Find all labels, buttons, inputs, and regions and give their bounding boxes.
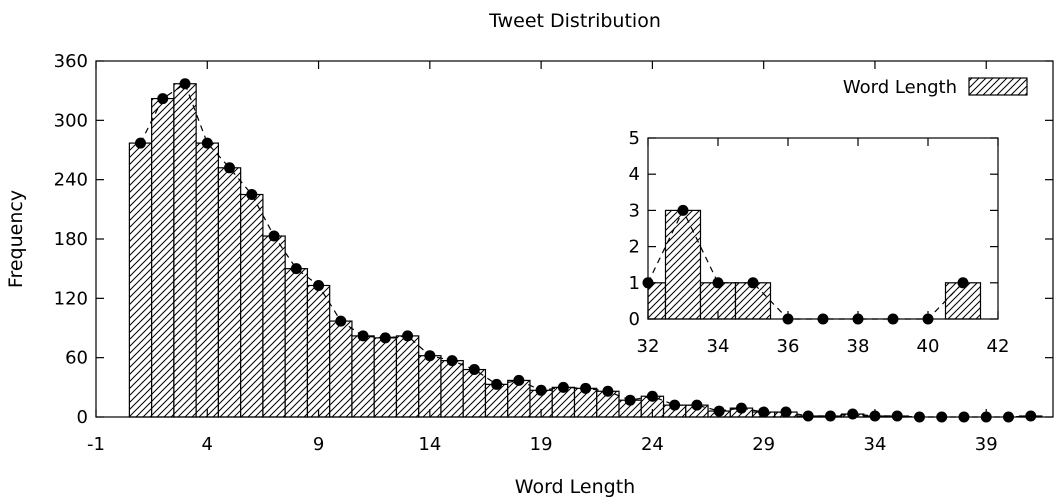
y-tick-label: 60 — [65, 348, 88, 369]
bar — [329, 320, 353, 418]
x-tick-label: 34 — [864, 434, 887, 455]
bar — [373, 337, 398, 418]
bar — [440, 360, 464, 418]
bar — [462, 368, 487, 418]
y-tick-label: 0 — [77, 407, 88, 428]
data-point — [335, 315, 347, 327]
data-point — [224, 162, 236, 174]
data-point — [646, 390, 658, 402]
y-tick-label: 300 — [54, 110, 88, 131]
x-axis-label: Word Length — [515, 476, 635, 498]
bar — [262, 235, 286, 418]
x-tick-label: 4 — [202, 434, 213, 455]
data-point — [424, 350, 436, 362]
bar — [351, 335, 375, 418]
data-point — [957, 277, 969, 289]
bar — [418, 355, 442, 418]
bar — [128, 142, 153, 418]
x-tick-label: 40 — [917, 336, 940, 357]
data-point — [357, 330, 369, 342]
plot-frame — [647, 137, 999, 320]
y-tick-label: 4 — [629, 164, 640, 185]
data-point — [446, 355, 458, 367]
data-point — [201, 137, 213, 149]
x-tick-label: 38 — [847, 336, 870, 357]
data-point — [246, 189, 258, 200]
x-tick-label: 39 — [975, 434, 998, 455]
data-point — [669, 399, 681, 411]
data-point — [491, 378, 503, 390]
data-point — [802, 410, 814, 422]
bar — [647, 282, 667, 320]
data-point — [580, 382, 592, 394]
x-tick-label: 32 — [637, 336, 660, 357]
bar — [284, 268, 309, 418]
data-point — [713, 405, 725, 417]
data-point — [557, 381, 569, 393]
y-tick-label: 180 — [54, 229, 88, 250]
y-tick-label: 3 — [629, 200, 640, 221]
data-point — [780, 406, 792, 418]
data-point — [179, 78, 191, 90]
x-tick-label: 14 — [418, 434, 441, 455]
y-tick-label: 1 — [629, 273, 640, 294]
x-tick-label: 24 — [641, 434, 664, 455]
data-point — [157, 93, 169, 105]
data-point — [677, 204, 689, 216]
bar — [395, 335, 420, 418]
data-point — [290, 263, 302, 275]
y-tick-label: 360 — [54, 51, 88, 72]
data-point — [691, 399, 703, 411]
data-point — [824, 410, 836, 422]
data-point — [624, 394, 636, 406]
data-point — [747, 277, 759, 289]
y-axis-label: Frequency — [5, 190, 27, 288]
data-point — [1025, 410, 1037, 422]
bar — [240, 193, 264, 418]
bar — [306, 284, 331, 418]
y-tick-label: 0 — [629, 309, 640, 330]
bar — [664, 209, 702, 320]
y-tick-label: 5 — [629, 128, 640, 149]
data-point — [535, 384, 547, 396]
chart-title: Tweet Distribution — [488, 10, 661, 32]
data-point — [379, 332, 391, 344]
x-tick-label: 29 — [752, 434, 775, 455]
data-point — [268, 230, 280, 242]
data-point — [135, 137, 147, 149]
x-tick-label: 42 — [987, 336, 1010, 357]
data-point — [735, 402, 747, 414]
data-point — [602, 385, 614, 397]
bar — [173, 83, 197, 418]
x-tick-label: -1 — [87, 434, 105, 455]
data-point — [891, 410, 903, 422]
x-tick-label: 19 — [530, 434, 553, 455]
legend: Word Length — [843, 77, 1028, 98]
legend-swatch — [968, 77, 1028, 96]
data-point — [513, 374, 525, 386]
y-tick-label: 240 — [54, 170, 88, 191]
y-tick-label: 120 — [54, 288, 88, 309]
legend-label: Word Length — [843, 77, 957, 98]
bar — [217, 167, 242, 418]
data-point — [847, 408, 859, 420]
x-tick-label: 34 — [707, 336, 730, 357]
x-tick-label: 9 — [313, 434, 324, 455]
bar — [195, 142, 220, 418]
data-point — [313, 279, 325, 291]
x-tick-label: 36 — [777, 336, 800, 357]
data-point — [712, 277, 724, 289]
data-point — [468, 364, 480, 376]
y-tick-label: 2 — [629, 237, 640, 258]
bar — [151, 97, 175, 418]
data-point — [402, 330, 414, 342]
